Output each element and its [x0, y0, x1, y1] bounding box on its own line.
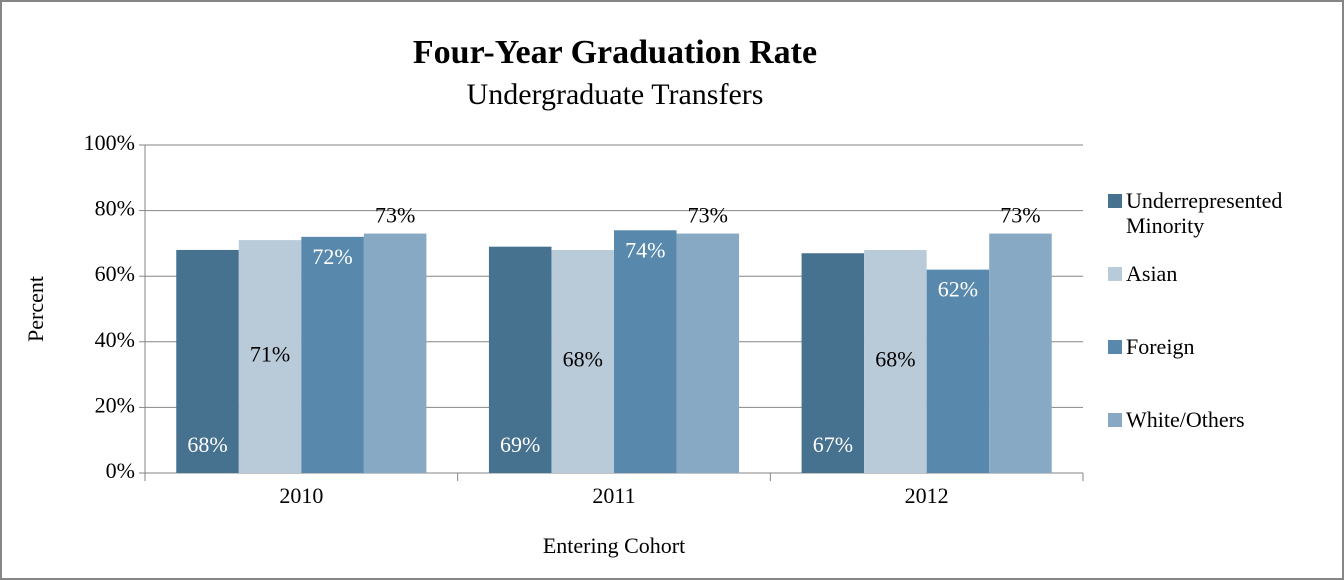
y-tick-label: 20% — [95, 392, 135, 417]
bar — [989, 233, 1052, 473]
legend-label: White/Others — [1126, 407, 1245, 432]
x-axis-label: Entering Cohort — [543, 533, 685, 558]
legend-label: Underrepresented Minority — [1126, 188, 1283, 238]
data-label: 68% — [187, 432, 227, 457]
bar — [176, 249, 239, 473]
y-tick-label: 60% — [95, 261, 135, 286]
data-label: 69% — [500, 432, 540, 457]
chart-subtitle: Undergraduate Transfers — [467, 78, 764, 111]
data-label: 71% — [250, 342, 290, 367]
bar — [301, 236, 364, 473]
x-tick-label: 2012 — [905, 483, 949, 508]
bar — [363, 233, 427, 473]
legend-item: Foreign — [1108, 334, 1323, 359]
data-label: 73% — [688, 203, 728, 228]
bar — [864, 249, 927, 473]
data-label: 73% — [1000, 203, 1040, 228]
y-tick-label: 40% — [95, 327, 135, 352]
data-label: 67% — [813, 432, 853, 457]
legend-item: Asian — [1108, 261, 1323, 286]
chart-title: Four-Year Graduation Rate — [413, 34, 817, 71]
data-label: 74% — [625, 237, 665, 262]
bar — [614, 230, 677, 473]
data-label: 68% — [875, 347, 915, 372]
legend-swatch — [1108, 413, 1122, 427]
legend-item: Underrepresented Minority — [1108, 188, 1323, 238]
legend-swatch — [1108, 194, 1122, 208]
y-tick-label: 0% — [106, 458, 135, 483]
legend-swatch — [1108, 340, 1122, 354]
y-axis-label: Percent — [23, 276, 48, 342]
data-label: 68% — [563, 347, 603, 372]
legend-swatch — [1108, 267, 1122, 281]
x-tick-label: 2010 — [279, 483, 323, 508]
data-label: 72% — [312, 244, 352, 269]
bar — [926, 269, 990, 473]
bar — [238, 240, 302, 473]
data-label: 62% — [938, 277, 978, 302]
bar — [801, 253, 865, 473]
y-tick-label: 80% — [95, 196, 135, 221]
bar — [676, 233, 740, 473]
data-label: 73% — [375, 203, 415, 228]
legend-item: White/Others — [1108, 407, 1323, 432]
y-tick-label: 100% — [84, 130, 135, 155]
x-tick-label: 2011 — [592, 483, 635, 508]
bar — [488, 246, 552, 473]
bar — [551, 249, 614, 473]
legend-label: Foreign — [1126, 334, 1195, 359]
legend-label: Asian — [1126, 261, 1178, 286]
